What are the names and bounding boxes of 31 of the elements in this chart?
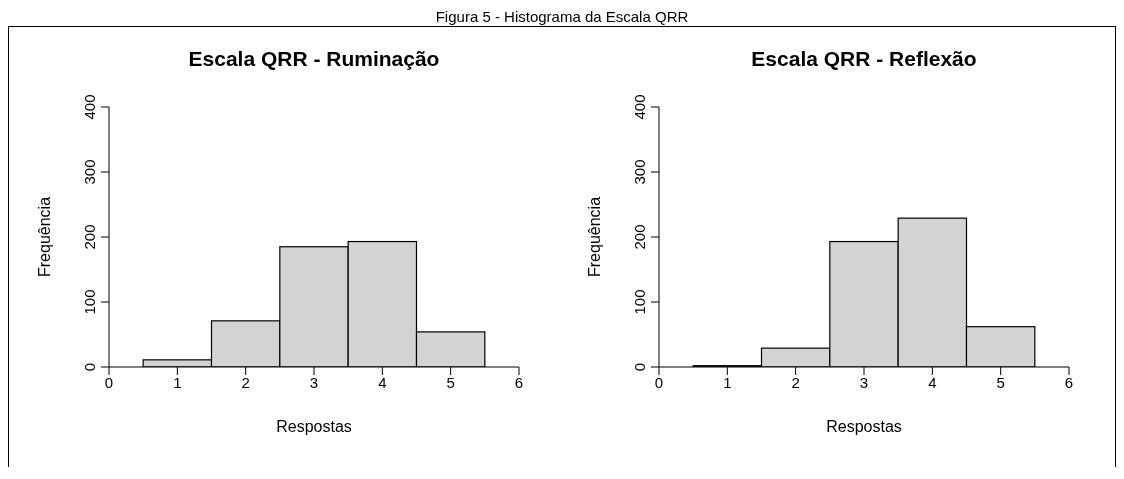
y-axis-title: Frequência: [585, 196, 603, 278]
x-tick-label: 0: [104, 373, 114, 391]
y-tick-label: 100: [81, 289, 98, 315]
y-tick-label: 400: [631, 94, 648, 120]
x-tick-label: 4: [928, 373, 937, 391]
chart-title: Escala QRR - Ruminação: [187, 47, 441, 71]
chart-title: Escala QRR - Reflexão: [750, 47, 978, 71]
x-tick-label: 2: [241, 373, 250, 391]
x-tick-label: 0: [654, 373, 664, 391]
x-axis-title: Respostas: [826, 418, 902, 435]
x-tick-label: 6: [514, 373, 524, 391]
y-axis-title: Frequência: [35, 196, 53, 278]
y-tick-label: 300: [631, 159, 648, 185]
x-tick-label: 1: [173, 373, 182, 391]
y-tick-label: 200: [81, 224, 98, 250]
x-tick-label: 3: [859, 373, 869, 391]
x-tick-label: 3: [309, 373, 319, 391]
y-tick-label: 0: [81, 362, 98, 372]
y-tick-label: 0: [631, 362, 648, 372]
x-tick-label: 4: [378, 373, 387, 391]
x-tick-label: 2: [791, 373, 800, 391]
x-tick-label: 6: [1064, 373, 1074, 391]
x-tick-label: 5: [996, 373, 1005, 391]
y-tick-label: 300: [81, 159, 98, 185]
y-tick-label: 200: [631, 224, 648, 250]
y-tick-label: 100: [631, 289, 648, 315]
x-axis-title: Respostas: [276, 418, 352, 435]
x-tick-label: 1: [723, 373, 732, 391]
text: Figura 5 - Histograma da Escala QRR: [434, 8, 690, 26]
y-tick-label: 400: [81, 94, 98, 120]
x-tick-label: 5: [446, 373, 455, 391]
